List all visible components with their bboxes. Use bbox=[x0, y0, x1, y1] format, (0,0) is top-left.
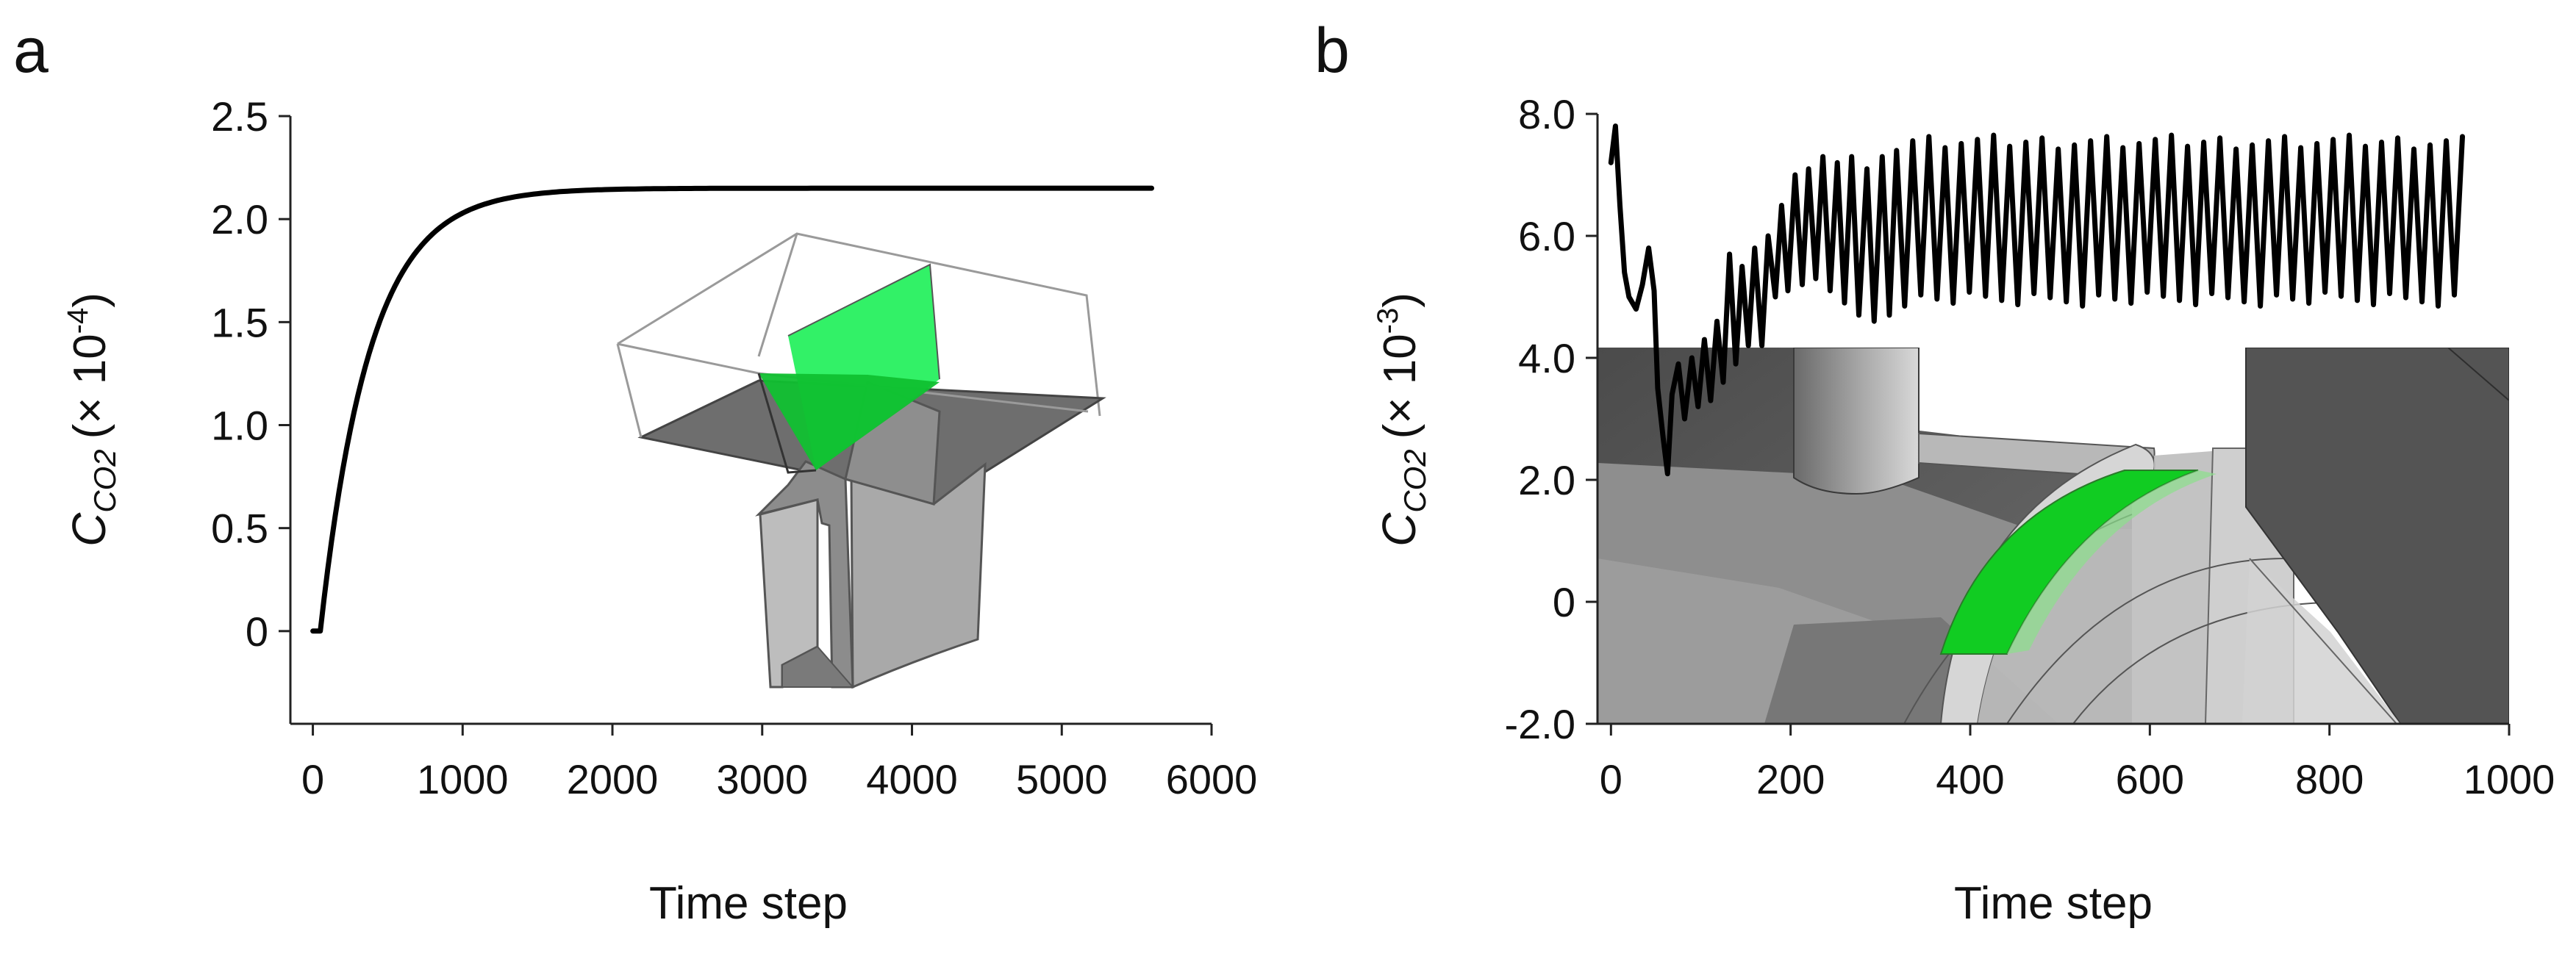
y-tick-label-a: 2.0 bbox=[211, 196, 268, 242]
chart-panel-a: a 0 1000 2000 3000 4000 5000 6000 0 0.5 bbox=[13, 15, 1257, 929]
turbine-geometry-inset bbox=[616, 232, 1106, 689]
y-tick-label-a: 2.5 bbox=[211, 93, 268, 140]
panel-letter-b: b bbox=[1314, 15, 1350, 86]
x-axis-title-a: Time step bbox=[649, 878, 848, 929]
x-axis-title-b: Time step bbox=[1954, 878, 2153, 929]
x-tick-label-b: 0 bbox=[1600, 756, 1622, 802]
x-tick-label-b: 200 bbox=[1756, 756, 1825, 802]
x-tick-label-a: 2000 bbox=[567, 756, 659, 802]
y-axis-title-b: CCO2(× 10-3) bbox=[1372, 292, 1432, 547]
y-tick-label-b: 8.0 bbox=[1518, 91, 1575, 137]
x-tick-label-b: 400 bbox=[1936, 756, 2004, 802]
x-tick-label-a: 4000 bbox=[866, 756, 958, 802]
y-axis-title-a: CCO2(× 10-4) bbox=[62, 292, 122, 547]
turbine-closeup-inset bbox=[1598, 348, 2509, 724]
x-tick-label-b: 1000 bbox=[2464, 756, 2555, 802]
y-tick-label-b: 6.0 bbox=[1518, 213, 1575, 259]
y-tick-label-b: -2.0 bbox=[1505, 701, 1576, 747]
y-tick-label-b: 4.0 bbox=[1518, 335, 1575, 381]
x-tick-label-a: 6000 bbox=[1166, 756, 1258, 802]
panel-letter-a: a bbox=[13, 15, 49, 86]
x-tick-label-a: 1000 bbox=[417, 756, 509, 802]
x-tick-label-a: 3000 bbox=[716, 756, 808, 802]
chart-panel-b: b bbox=[1314, 15, 2555, 929]
axis-ticks-b: 0 200 400 600 800 1000 -2.0 0 2.0 4.0 6.0 8.0 bbox=[1505, 91, 2555, 802]
x-tick-label-b: 800 bbox=[2295, 756, 2364, 802]
y-tick-label-b: 0 bbox=[1553, 579, 1575, 625]
y-tick-label-a: 1.5 bbox=[211, 299, 268, 345]
y-tick-label-b: 2.0 bbox=[1518, 457, 1575, 503]
x-tick-label-b: 600 bbox=[2116, 756, 2184, 802]
y-tick-label-a: 0.5 bbox=[211, 506, 268, 552]
y-tick-label-a: 1.0 bbox=[211, 403, 268, 449]
x-tick-label-a: 0 bbox=[301, 756, 324, 802]
series-line-b bbox=[1608, 123, 2465, 477]
y-tick-label-a: 0 bbox=[246, 608, 268, 655]
x-tick-label-a: 5000 bbox=[1016, 756, 1108, 802]
series-line-a bbox=[310, 185, 1154, 634]
axis-ticks-a: 0 1000 2000 3000 4000 5000 6000 0 0.5 1.0 1.5 2.0 2.… bbox=[211, 93, 1257, 802]
